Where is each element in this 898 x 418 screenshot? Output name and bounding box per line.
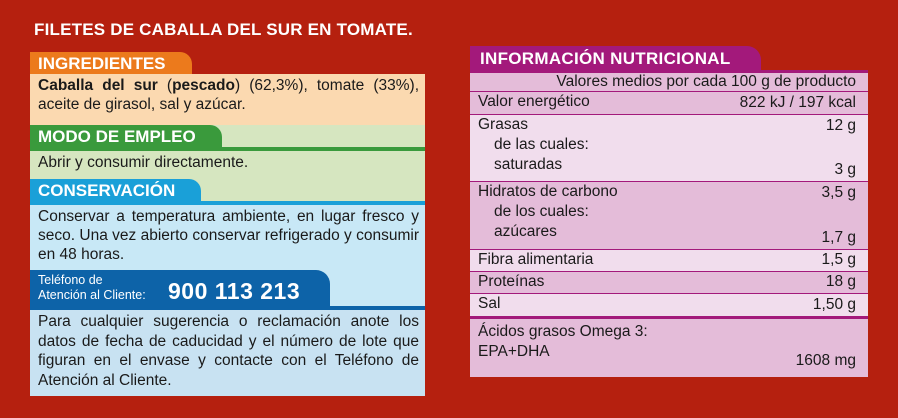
carbs-sub2: azúcares — [494, 223, 557, 240]
phone-label: Teléfono de Atención al Cliente: — [38, 273, 146, 303]
salt-row: Sal 1,50 g — [470, 293, 868, 316]
fat-label: Grasas — [478, 116, 528, 133]
carbs-label: Hidratos de carbono — [478, 183, 618, 200]
energy-label: Valor energético — [478, 93, 590, 110]
phone-label-line1: Teléfono de — [38, 273, 103, 287]
fiber-value: 1,5 g — [821, 251, 856, 268]
protein-value: 18 g — [825, 273, 856, 290]
phone-label-line2: Atención al Cliente: — [38, 288, 146, 302]
usage-text: Abrir y consumir directamente. — [30, 151, 425, 179]
ingredients-heading: INGREDIENTES — [30, 52, 192, 74]
ingredients-text: Caballa del sur (pescado) (62,3%), tomat… — [30, 74, 425, 125]
fiber-row: Fibra alimentaria 1,5 g — [470, 249, 868, 271]
phone-number: 900 113 213 — [168, 278, 301, 304]
product-title: FILETES DE CABALLA DEL SUR EN TOMATE. — [34, 20, 413, 39]
carbs-sugar-value: 1,7 g — [821, 229, 856, 246]
carbs-row: Hidratos de carbono 3,5 g de los cuales:… — [470, 181, 868, 249]
protein-label: Proteínas — [478, 273, 545, 290]
fat-value: 12 g — [825, 117, 856, 134]
nutrition-per-row: Valores medios por cada 100 g de product… — [470, 73, 868, 91]
fat-saturated-value: 3 g — [834, 161, 856, 178]
fat-sub2: saturadas — [494, 156, 563, 173]
carbs-value: 3,5 g — [821, 184, 856, 201]
nutrition-heading: INFORMACIÓN NUTRICIONAL — [470, 46, 761, 70]
energy-row: Valor energético 822 kJ / 197 kcal — [470, 91, 868, 114]
salt-value: 1,50 g — [812, 296, 856, 313]
nutrition-table: Valores medios por cada 100 g de product… — [470, 73, 868, 377]
conservation-text: Conservar a temperatura ambiente, en lug… — [30, 205, 425, 270]
customer-phone-bar: Teléfono de Atención al Cliente: 900 113… — [30, 270, 330, 306]
omega-label: Ácidos grasos Omega 3: — [478, 323, 648, 340]
omega-row: Ácidos grasos Omega 3: EPA+DHA 1608 mg — [470, 316, 868, 377]
omega-sub: EPA+DHA — [478, 343, 550, 360]
carbs-sub1: de los cuales: — [494, 203, 589, 220]
fiber-label: Fibra alimentaria — [478, 251, 594, 268]
protein-row: Proteínas 18 g — [470, 271, 868, 293]
fat-sub1: de las cuales: — [494, 136, 589, 153]
ingredients-bold-part: Caballa del sur — [38, 77, 158, 94]
product-info-column: INGREDIENTES Caballa del sur (pescado) (… — [30, 52, 425, 396]
usage-heading: MODO DE EMPLEO — [30, 125, 222, 147]
ingredients-open-paren: ( — [157, 77, 173, 94]
fat-row: Grasas 12 g de las cuales: saturadas 3 g — [470, 114, 868, 181]
contact-text: Para cualquier sugerencia o reclamación … — [30, 310, 425, 396]
nutrition-column: INFORMACIÓN NUTRICIONAL Valores medios p… — [470, 46, 868, 377]
conservation-heading: CONSERVACIÓN — [30, 179, 202, 201]
ingredients-fish: pescado — [172, 77, 235, 94]
energy-value: 822 kJ / 197 kcal — [739, 94, 856, 111]
ingredients-rest: ) (62,3%), tomate (33%), aceite de giras… — [38, 77, 420, 113]
nutrition-per: Valores medios por cada 100 g de product… — [556, 73, 856, 90]
omega-value: 1608 mg — [795, 352, 856, 369]
salt-label: Sal — [478, 295, 501, 312]
